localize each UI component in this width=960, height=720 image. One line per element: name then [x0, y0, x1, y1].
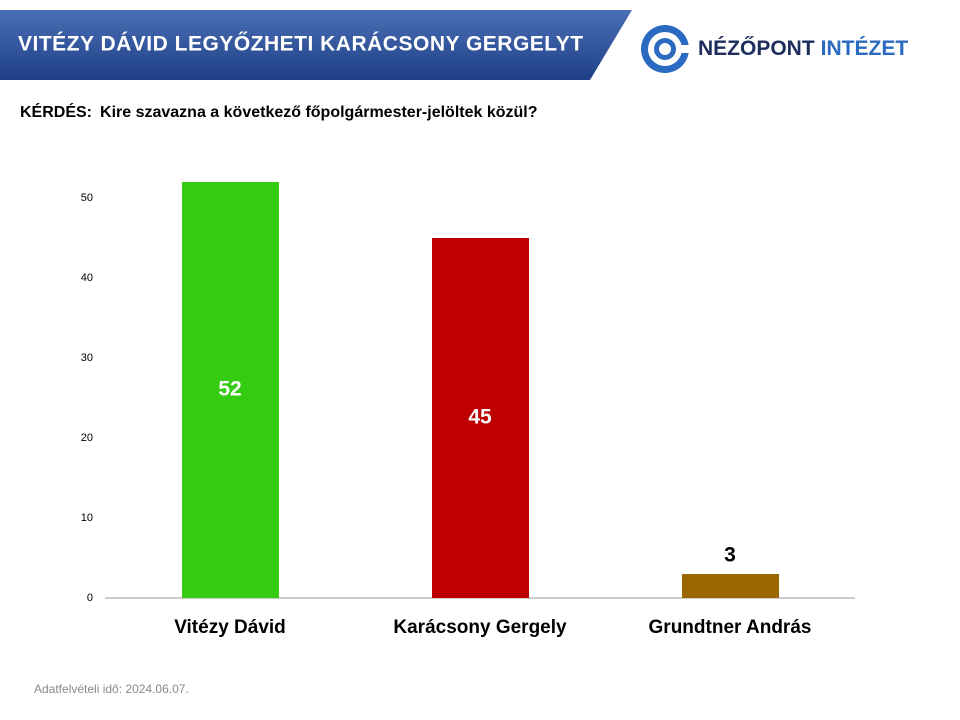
y-tick-label: 50: [81, 192, 93, 204]
y-tick-label: 20: [81, 432, 93, 444]
plot: 0 10 20 30 40 50 Vitézy Dávid 52 Karácsony Gerge…: [81, 182, 855, 638]
logo: NÉZŐPONT INTÉZET: [698, 37, 908, 60]
bar: [182, 182, 279, 598]
y-tick-label: 40: [81, 272, 93, 284]
logo-second: INTÉZET: [821, 37, 909, 60]
question-label: KÉRDÉS:: [20, 102, 92, 121]
bar: [682, 574, 779, 598]
x-tick-label: Grundtner András: [649, 617, 812, 638]
value-label: 3: [724, 544, 736, 567]
x-tick-label: Vitézy Dávid: [174, 617, 286, 638]
slide-title: VITÉZY DÁVID LEGYŐZHETI KARÁCSONY GERGEL…: [18, 33, 584, 56]
question: KÉRDÉS: Kire szavazna a következő főpolgá…: [20, 102, 538, 121]
value-label: 45: [468, 406, 492, 429]
x-tick-label: Karácsony Gergely: [393, 617, 567, 638]
footer: Adatfelvételi idő: 2024.06.07.: [34, 682, 189, 696]
y-tick-label: 0: [87, 592, 93, 604]
banner: [0, 10, 632, 80]
logo-icon: [641, 25, 692, 73]
bar: [432, 238, 529, 598]
logo-first: NÉZŐPONT: [698, 37, 815, 60]
y-tick-label: 10: [81, 512, 93, 524]
value-label: 52: [218, 378, 241, 401]
y-tick-label: 30: [81, 352, 93, 364]
question-text: Kire szavazna a következő főpolgármester…: [100, 104, 537, 121]
